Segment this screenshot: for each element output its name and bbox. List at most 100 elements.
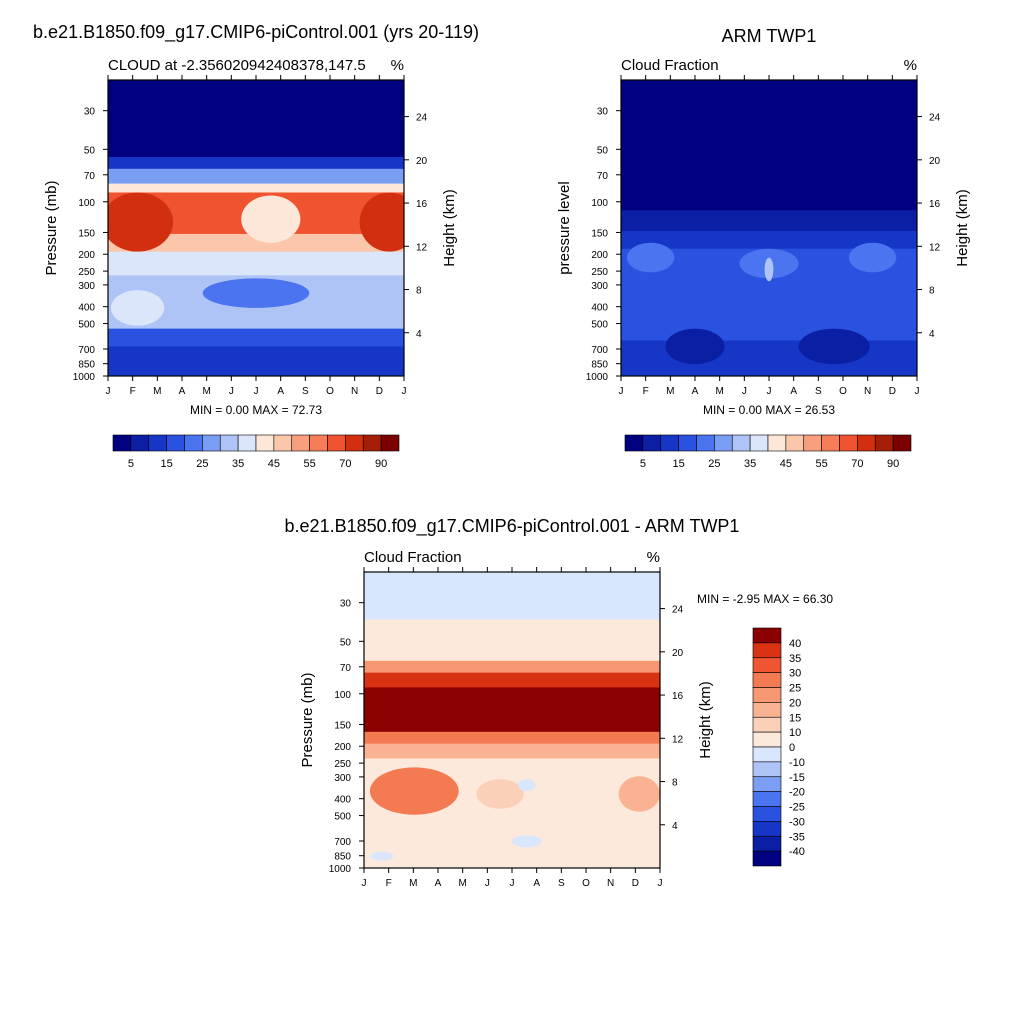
contour-band bbox=[108, 251, 404, 276]
colorbar-box bbox=[767, 434, 787, 452]
x-tick-label: D bbox=[376, 386, 383, 397]
colorbar-box bbox=[255, 434, 275, 452]
y-tick-label: 70 bbox=[597, 171, 609, 182]
contour-region bbox=[764, 257, 774, 282]
colorbar-box bbox=[752, 806, 782, 822]
contour-band bbox=[364, 660, 660, 674]
colorbar-label: 25 bbox=[789, 683, 801, 695]
x-tick-label: J bbox=[658, 878, 663, 889]
min-max-stats: MIN = -2.95 MAX = 66.30 bbox=[697, 592, 833, 606]
contour-region bbox=[359, 192, 404, 252]
y-tick-label: 400 bbox=[591, 303, 608, 314]
y2-axis-title: Height (km) bbox=[441, 189, 458, 267]
colorbar-box bbox=[892, 434, 912, 452]
y-tick-label: 500 bbox=[591, 320, 608, 331]
contour-region bbox=[517, 779, 536, 792]
x-tick-label: O bbox=[582, 878, 590, 889]
x-tick-label: M bbox=[715, 386, 723, 397]
contour-band bbox=[364, 672, 660, 688]
colorbar-label: 35 bbox=[789, 653, 801, 665]
y-tick-label: 150 bbox=[78, 228, 95, 239]
colorbar: 5 15 25 35 45 55 70 90 bbox=[112, 434, 400, 470]
colorbar-box bbox=[273, 434, 293, 452]
x-tick-label: J bbox=[510, 878, 515, 889]
y-tick-label: 70 bbox=[84, 171, 96, 182]
contour-region bbox=[232, 352, 262, 365]
x-tick-label: F bbox=[130, 386, 136, 397]
y-tick-label: 70 bbox=[340, 663, 352, 674]
x-tick-label: O bbox=[839, 386, 847, 397]
x-tick-label: S bbox=[302, 386, 309, 397]
panel-title: ARM TWP1 bbox=[722, 26, 817, 46]
y-tick-label: 50 bbox=[340, 637, 352, 648]
y-tick-label: 1000 bbox=[73, 372, 96, 383]
panel-1: b.e21.B1850.f09_g17.CMIP6-piControl.001 … bbox=[33, 22, 479, 470]
y-tick-label: 500 bbox=[78, 320, 95, 331]
contour-region bbox=[241, 195, 301, 243]
colorbar-box bbox=[752, 731, 782, 748]
y-tick-label: 850 bbox=[78, 360, 95, 371]
colorbar-label: 35 bbox=[232, 458, 244, 470]
colorbar-label: 35 bbox=[744, 458, 756, 470]
colorbar-box bbox=[184, 434, 203, 452]
contour-band bbox=[621, 210, 917, 232]
colorbar-label: 45 bbox=[268, 458, 280, 470]
y2-tick-label: 8 bbox=[929, 286, 935, 297]
contour-band bbox=[364, 572, 660, 620]
colorbar-label: 15 bbox=[161, 458, 173, 470]
colorbar-label: -15 bbox=[789, 772, 805, 784]
colorbar-box bbox=[752, 657, 782, 673]
contour-band bbox=[621, 340, 917, 376]
y-tick-label: 30 bbox=[597, 107, 609, 118]
x-tick-label: M bbox=[666, 386, 674, 397]
x-tick-label: J bbox=[362, 878, 367, 889]
right-string: % bbox=[647, 549, 660, 566]
contour-band bbox=[364, 619, 660, 662]
colorbar-box bbox=[752, 850, 782, 867]
y-tick-label: 400 bbox=[334, 795, 351, 806]
contour-band bbox=[108, 156, 404, 170]
y-tick-label: 700 bbox=[334, 837, 351, 848]
colorbar-label: -10 bbox=[789, 757, 805, 769]
y2-tick-label: 4 bbox=[416, 329, 422, 340]
colorbar-box bbox=[219, 434, 239, 452]
colorbar-label: 30 bbox=[789, 668, 801, 680]
colorbar-label: 70 bbox=[851, 458, 863, 470]
x-tick-label: J bbox=[485, 878, 490, 889]
contour-region bbox=[476, 779, 524, 809]
colorbar-box bbox=[785, 434, 805, 452]
colorbar-label: 5 bbox=[640, 458, 646, 470]
colorbar-box bbox=[752, 835, 782, 852]
left-string: CLOUD at -2.356020942408378,147.5 bbox=[108, 57, 366, 74]
colorbar-box bbox=[752, 776, 782, 792]
colorbar-label: -20 bbox=[789, 787, 805, 799]
y2-tick-label: 24 bbox=[929, 113, 941, 124]
contour-band bbox=[621, 80, 917, 211]
colorbar-label: 90 bbox=[375, 458, 387, 470]
y2-axis-title: Height (km) bbox=[697, 681, 714, 759]
y2-tick-label: 24 bbox=[672, 605, 684, 616]
y2-tick-label: 4 bbox=[672, 821, 678, 832]
x-tick-label: A bbox=[277, 386, 284, 397]
x-tick-label: J bbox=[229, 386, 234, 397]
contour-band bbox=[108, 233, 404, 253]
contour-region bbox=[202, 278, 310, 308]
y-tick-label: 300 bbox=[78, 281, 95, 292]
contour-band bbox=[108, 183, 404, 193]
colorbar-box bbox=[752, 761, 782, 778]
panel-title: b.e21.B1850.f09_g17.CMIP6-piControl.001 … bbox=[285, 516, 740, 537]
x-tick-label: A bbox=[533, 878, 540, 889]
y-tick-label: 700 bbox=[78, 345, 95, 356]
colorbar-box bbox=[752, 642, 782, 659]
colorbar-box bbox=[714, 434, 733, 452]
x-tick-label: J bbox=[254, 386, 259, 397]
colorbar-box bbox=[752, 702, 782, 718]
y2-tick-label: 12 bbox=[672, 734, 684, 745]
contour-region bbox=[618, 776, 660, 812]
x-tick-label: A bbox=[435, 878, 442, 889]
panel-3: b.e21.B1850.f09_g17.CMIP6-piControl.001 … bbox=[285, 516, 834, 889]
colorbar-label: 70 bbox=[339, 458, 351, 470]
colorbar-label: 55 bbox=[304, 458, 316, 470]
colorbar-box bbox=[696, 434, 715, 452]
